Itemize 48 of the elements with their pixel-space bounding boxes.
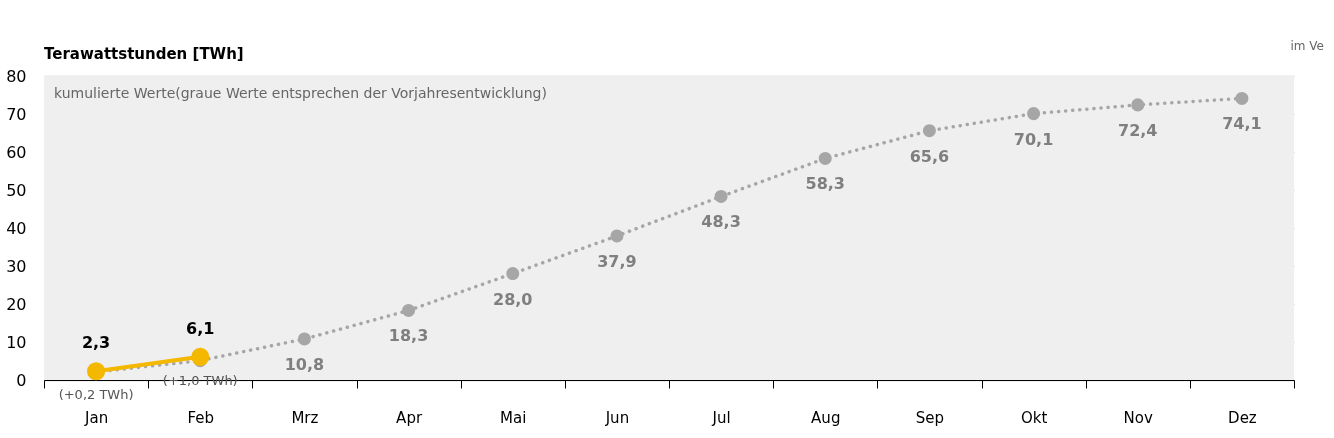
data-label: 74,1 [1222,114,1262,134]
point [1027,107,1041,121]
y-tick-label: 40 [6,218,27,238]
point [818,151,832,165]
annotation: (+0,2 TWh) [58,387,134,403]
x-tick-label: Mrz [291,408,319,427]
point [714,189,728,203]
data-label: 28,0 [493,289,533,309]
point [1235,91,1249,105]
point [402,303,416,317]
data-label: 6,1 [186,318,215,338]
annotation: kumulierte Werte(graue Werte entsprechen der Vorjahresentwicklung) [54,85,547,101]
point [191,347,210,366]
x-tick-label: Apr [396,408,423,427]
y-tick-label: 0 [16,370,27,390]
point [506,267,520,281]
y-tick-label: 60 [6,142,27,162]
x-tick-label: Dez [1228,408,1257,427]
x-tick-label: Nov [1123,408,1154,427]
data-label: 18,3 [388,326,429,346]
y-tick-label: 80 [6,66,27,86]
point [610,229,624,243]
x-tick-label: Feb [187,408,215,427]
y-tick-label: 70 [6,104,27,124]
data-label: 70,1 [1013,129,1054,149]
data-label: 58,3 [805,174,845,194]
x-tick-label: Aug [811,408,841,427]
x-tick-label: Jul [711,408,731,427]
data-label: 48,3 [701,212,741,232]
text: im Ve [1290,39,1324,53]
y-tick-label: 10 [6,332,27,352]
x-tick-label: Sep [915,408,945,427]
x-tick-label: Jan [84,408,109,427]
x-tick-label: Mai [500,408,527,427]
y-tick-label: 20 [6,294,27,314]
y-axis-title: Terawattstunden [TWh] [44,45,244,63]
x-tick-label: Jun [604,408,630,427]
point [297,332,311,346]
data-label: 2,3 [81,333,111,353]
point [922,124,936,138]
point [1131,98,1145,112]
data-label: 65,6 [909,146,950,166]
y-tick-label: 50 [6,180,27,200]
data-label: 72,4 [1118,120,1158,140]
x-tick-label: Okt [1020,408,1048,427]
data-label: 37,9 [597,251,637,271]
y-tick-label: 30 [6,256,27,276]
data-label: 10,8 [284,354,325,374]
